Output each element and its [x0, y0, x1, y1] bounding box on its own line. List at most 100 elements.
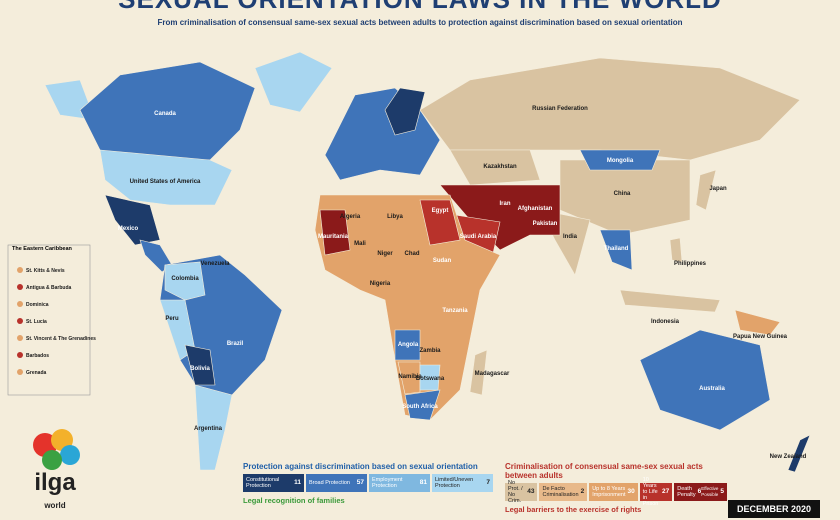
country-label: India [563, 234, 578, 240]
country-label: New Zealand [770, 454, 807, 460]
legend-item: De Facto Criminalisation 2 [539, 483, 588, 501]
country-label: Australia [699, 386, 725, 392]
country-label: Egypt [432, 208, 449, 214]
legend-notes: Effective Possible [701, 486, 718, 498]
legend-item: Employment Protection 81 [369, 474, 430, 492]
country-label: Peru [165, 316, 179, 322]
legend-label: 10 Years to Life in Prison [642, 477, 659, 507]
country-label: Niger [377, 251, 393, 257]
logo-sub: world [43, 501, 65, 510]
country-label: Mexico [118, 226, 139, 232]
country-label: Kazakhstan [483, 164, 517, 170]
country-label: Mali [354, 241, 366, 247]
logo-mark [33, 429, 80, 470]
country-label: Brazil [227, 341, 244, 347]
country-label: Botswana [416, 376, 445, 382]
legend-count: 2 [580, 488, 585, 495]
country-label: China [614, 191, 631, 197]
legend-title: Protection against discrimination based … [243, 462, 478, 471]
country-label: Philippines [674, 261, 707, 267]
country-label: Madagascar [475, 371, 510, 377]
legend-item: Broad Protection 57 [306, 474, 367, 492]
logo-text: ilga [34, 469, 76, 496]
country-label: Nigeria [370, 281, 391, 287]
inset-labels: St. Kitts & Nevis Antigua & Barbuda Domini… [17, 267, 96, 376]
island-label: St. Vincent & The Grenadines [26, 336, 96, 342]
legend-protection: Protection against discrimination based … [243, 462, 493, 505]
country-label: Thailand [604, 246, 629, 252]
island-marker [17, 369, 23, 375]
legend-count: 5 [720, 488, 724, 495]
island-label: Dominica [26, 302, 49, 308]
legend-label: Death Penalty [677, 486, 696, 498]
legend-note: Possible [701, 492, 719, 497]
legend-item: No Prot. / No Crim. 43 [505, 480, 538, 504]
legend-label: No Prot. / No Crim. [508, 480, 523, 504]
country-label: Mauritania [318, 234, 349, 240]
country-labels: Canada United States of America Mexico Colo… [118, 106, 807, 460]
legend-count: 43 [527, 488, 535, 495]
island-marker [17, 352, 23, 358]
legend-row: No Prot. / No Crim. 43 De Facto Criminalis… [505, 477, 727, 507]
island-marker [17, 335, 23, 341]
island-marker [17, 318, 23, 324]
legend-count: 30 [627, 488, 635, 495]
island-label: St. Kitts & Nevis [26, 268, 65, 274]
legend-count: 6 [697, 488, 702, 495]
country-label: Zambia [419, 348, 441, 354]
legend-item: Limited/Uneven Protection 7 [432, 474, 493, 492]
country-label: Argentina [194, 426, 223, 432]
country-label: Iran [499, 201, 510, 207]
land [44, 51, 811, 473]
country-label: Colombia [171, 276, 199, 282]
inset-frame [7, 244, 91, 396]
country-label: Saudi Arabia [460, 234, 497, 240]
legend-count: 81 [419, 479, 427, 486]
island-label: Antigua & Barbuda [26, 285, 71, 291]
legend-item: Death Penalty 6 Effective Possible 5 [674, 483, 727, 501]
legend-count: 57 [356, 479, 364, 486]
legend-note: Effective [701, 486, 719, 491]
legend-row: Constitutional Protection 11 Broad Protect… [243, 474, 493, 492]
country-label: Pakistan [533, 221, 558, 227]
country-label: South Africa [402, 404, 438, 410]
country-label: Indonesia [651, 319, 680, 325]
legend-label: Constitutional Protection [246, 477, 280, 489]
island-label: St. Lucia [26, 319, 47, 325]
country-label: Algeria [340, 214, 361, 220]
island-marker [17, 284, 23, 290]
country-label: Russian Federation [532, 106, 588, 112]
country-label: Venezuela [200, 261, 230, 267]
legend-label: Broad Protection [309, 480, 350, 486]
date-box [728, 500, 820, 518]
country-label: Bolivia [190, 366, 210, 372]
country-label: United States of America [130, 179, 201, 185]
country-label: Papua New Guinea [733, 334, 788, 340]
legend-subtitle: Legal barriers to the exercise of rights [505, 505, 642, 514]
subtitle: From criminalisation of consensual same-… [157, 18, 682, 27]
country-label: Chad [405, 251, 420, 257]
legend-label: Up to 8 Years Imprisonment [592, 486, 626, 498]
legend-criminalisation: Criminalisation of consensual same-sex s… [505, 462, 727, 514]
legend-item: Up to 8 Years Imprisonment 30 [589, 483, 638, 501]
inset-title: The Eastern Caribbean [12, 246, 73, 252]
country-label: Sudan [433, 258, 452, 264]
legend-subtitle: Legal recognition of families [243, 496, 345, 505]
legend-title: Criminalisation of consensual same-sex s… [505, 462, 703, 480]
legend-count: 7 [486, 479, 490, 486]
legend-item: 10 Years to Life in Prison 27 [639, 477, 673, 507]
island-label: Barbados [26, 353, 49, 359]
island-label: Grenada [26, 370, 47, 376]
date: DECEMBER 2020 [737, 504, 811, 514]
legend-count: 11 [294, 479, 301, 486]
country-label: Canada [154, 111, 176, 117]
legend-label: Employment Protection [372, 477, 403, 489]
country-label: Libya [387, 214, 403, 220]
country-label: Angola [398, 342, 419, 348]
country-label: Mongolia [607, 158, 634, 164]
country-label: Tanzania [442, 308, 468, 314]
title: SEXUAL ORIENTATION LAWS IN THE WORLD [118, 0, 722, 14]
country-label: Namibia [398, 374, 422, 380]
country-label: Afghanistan [518, 206, 553, 212]
